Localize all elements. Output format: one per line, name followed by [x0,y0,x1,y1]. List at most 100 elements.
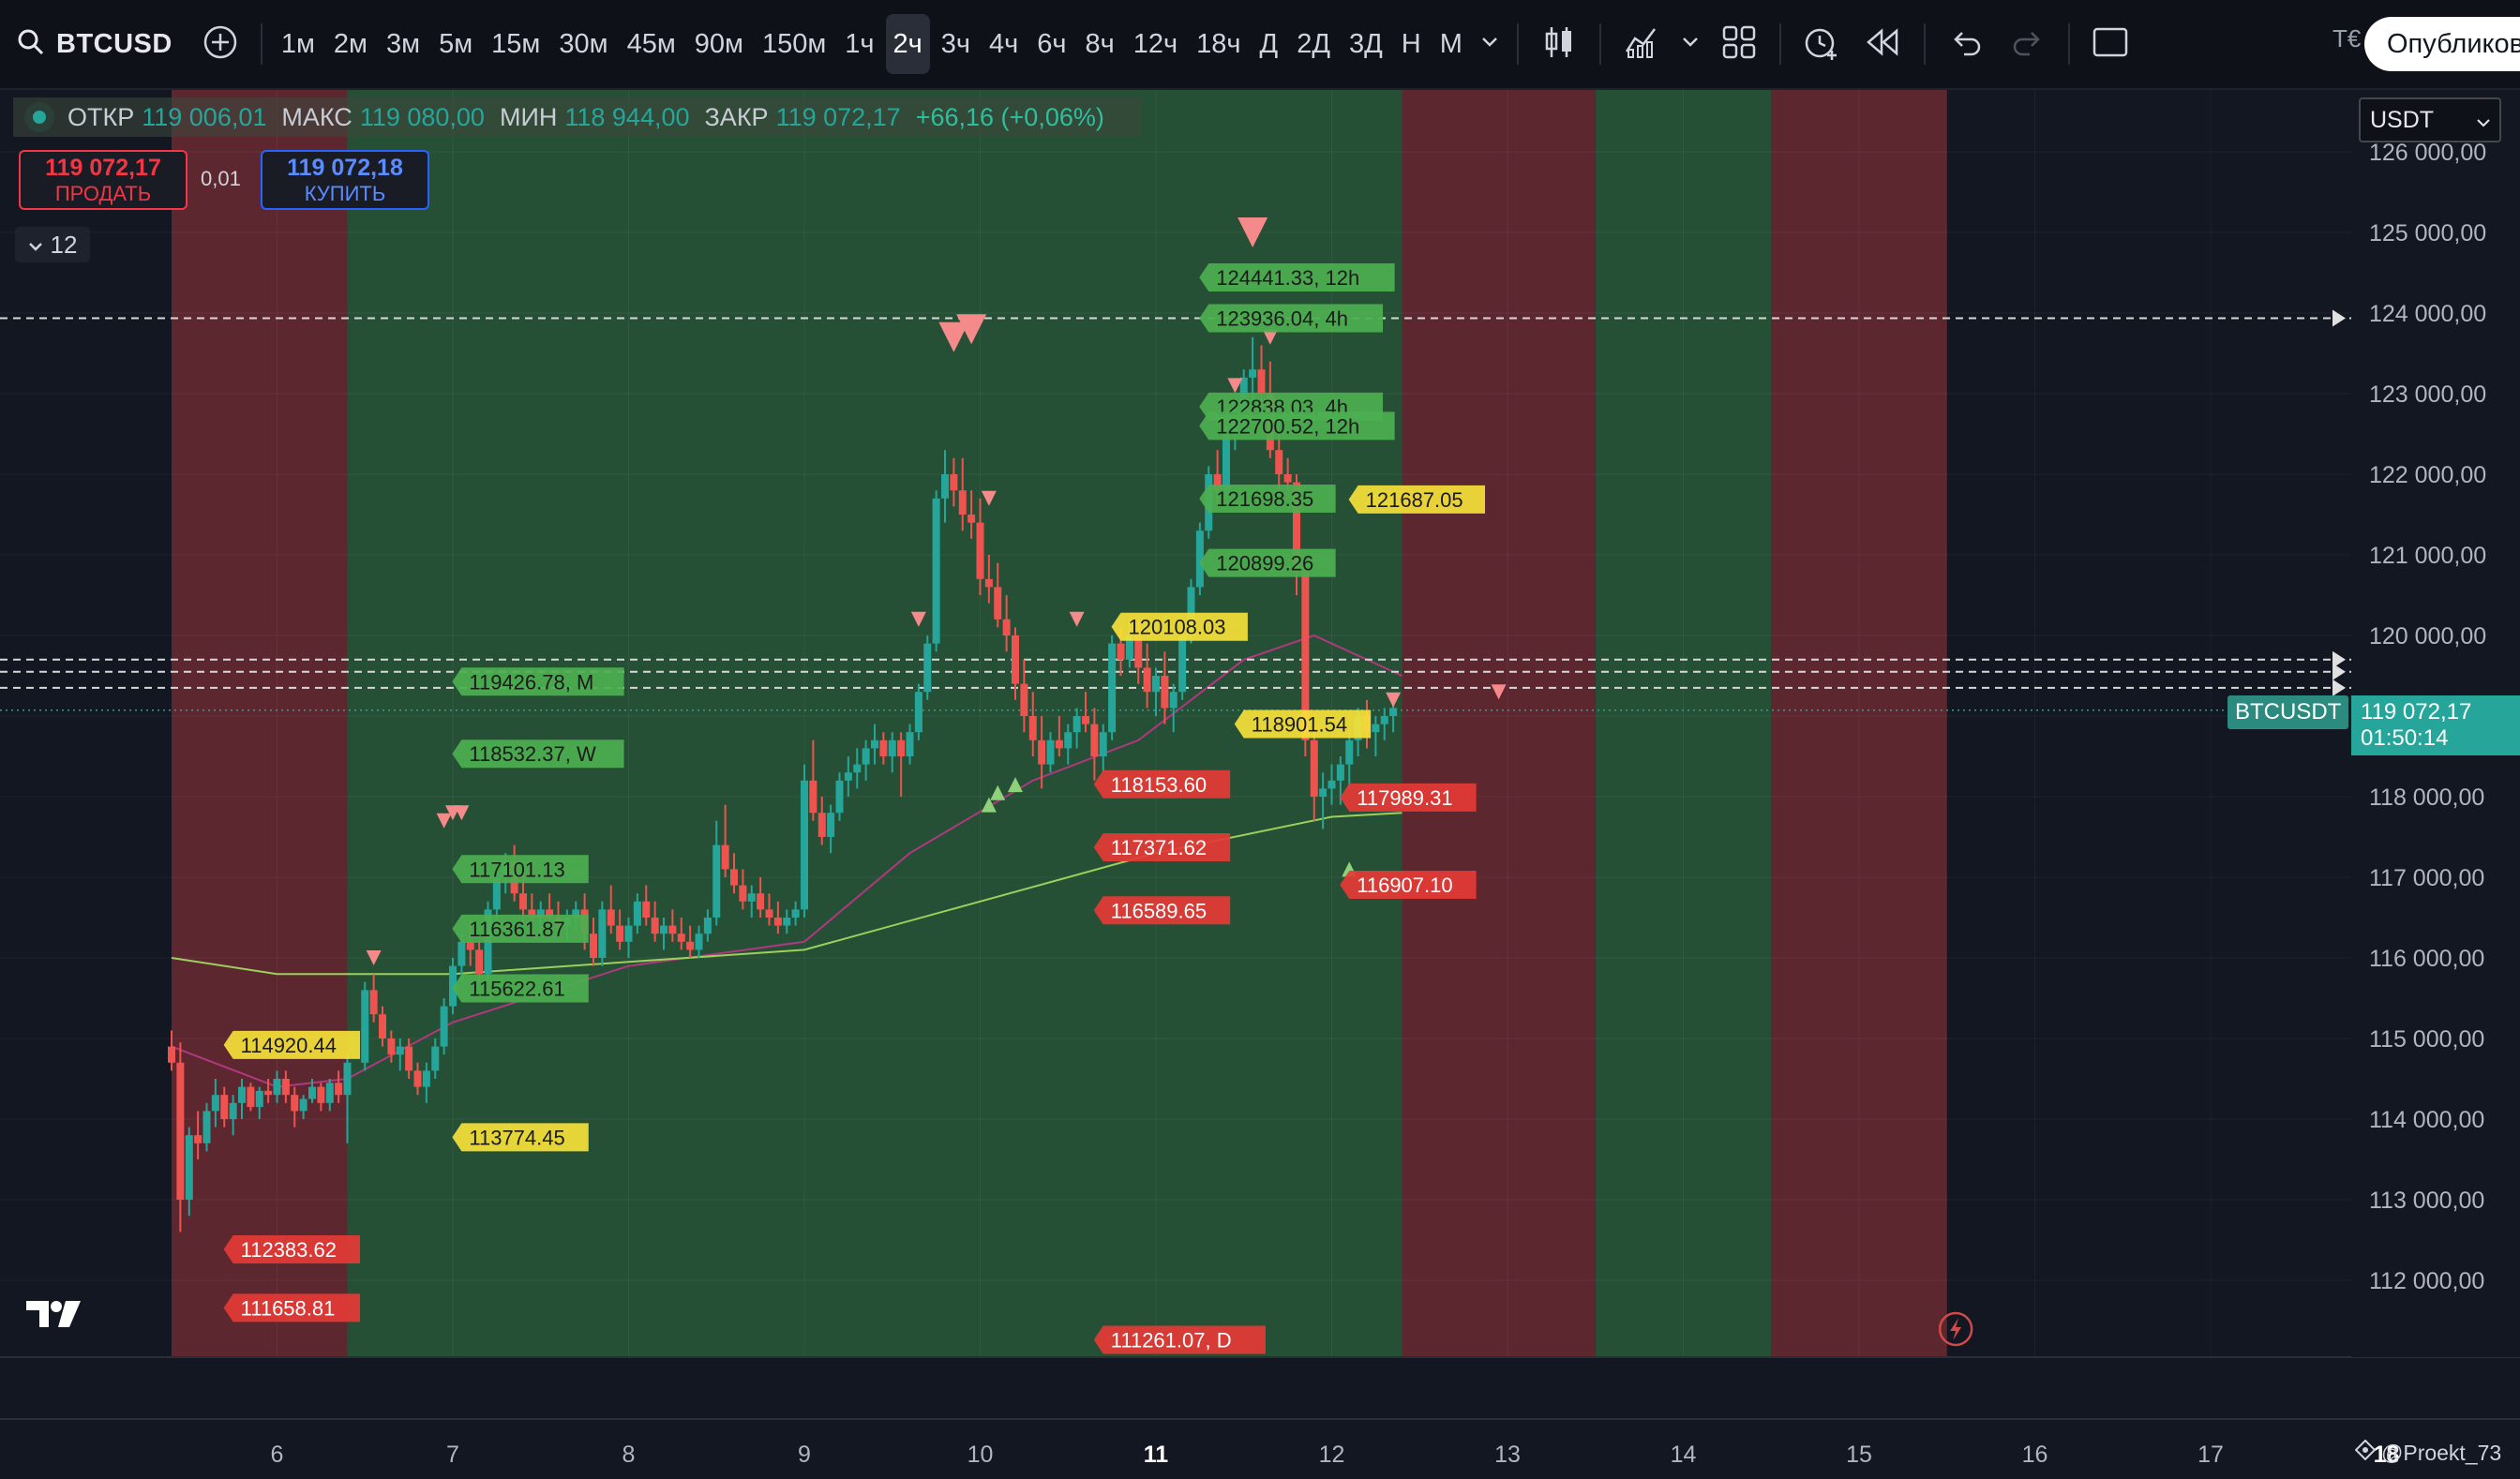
interval-11-button[interactable]: 3ч [940,28,971,59]
interval-13-button[interactable]: 6ч [1037,28,1067,59]
interval-21-button[interactable]: М [1439,28,1462,59]
level-label-box [1093,769,1231,799]
quote-currency-select[interactable]: USDT [2359,97,2501,142]
price-axis-label: 123 000,00 [2369,381,2486,408]
level-label-box [452,740,624,769]
ticker-tag: BTCUSDT [2228,695,2349,729]
candle-body [968,515,976,523]
sell-price: 119 072,17 [45,154,161,181]
sell-signal-marker [1069,611,1085,627]
interval-17-button[interactable]: Д [1259,28,1279,59]
level-label-box [452,1123,589,1152]
alarm-clock-icon [1802,22,1841,67]
interval-1-button[interactable]: 2м [333,28,368,59]
candle-body [325,1083,334,1103]
candle-body [475,949,484,975]
interval-3-button[interactable]: 5м [439,28,473,59]
candle-body [1345,740,1354,765]
layout-button[interactable] [2083,14,2138,74]
interval-9-button[interactable]: 1ч [845,28,875,59]
indicators-dropdown-button[interactable] [1676,14,1704,74]
interval-10-button[interactable]: 2ч [885,14,930,74]
price-axis-label: 120 000,00 [2369,623,2486,650]
candle-body [712,844,721,918]
sell-signal-marker [956,314,987,345]
symbol-name: BTCUSD [56,28,172,59]
templates-button[interactable] [1712,14,1766,74]
interval-0-button[interactable]: 1м [280,28,315,59]
price-axis-label: 112 000,00 [2369,1268,2484,1294]
candle-body [827,813,835,837]
interval-20-button[interactable]: Н [1401,28,1421,59]
level-label-text: 118153.60 [1111,773,1207,797]
candle-body [168,1046,175,1063]
tradingview-logo[interactable] [24,1297,84,1336]
candle-body [932,498,940,644]
candle-body [1310,740,1318,797]
interval-15-button[interactable]: 12ч [1132,28,1178,59]
replay-button[interactable] [1856,14,1911,74]
redo-button[interactable] [2001,14,2055,74]
level-label-box [1234,710,1372,739]
sell-button[interactable]: 119 072,17 ПРОДАТЬ [19,150,188,210]
candle-body [492,877,501,910]
interval-6-button[interactable]: 45м [626,28,676,59]
intervals-dropdown-button[interactable] [1476,14,1504,74]
interval-19-button[interactable]: 3Д [1348,28,1383,59]
candle-body [844,772,852,781]
level-label-box [452,855,589,884]
candle-body [598,909,607,958]
candle-body [1372,724,1380,733]
candle-body [721,844,729,870]
time-axis-label: 8 [622,1442,636,1468]
candle-body [1195,530,1204,588]
candle-body [202,1111,211,1143]
market-status-dot[interactable] [24,102,54,132]
symbol-search[interactable]: BTCUSD [0,11,189,77]
buy-button[interactable]: 119 072,18 КУПИТЬ [261,150,429,210]
candle-body [730,869,738,886]
signal-markers [366,217,1507,965]
redo-icon [2011,28,2045,61]
author-signature: @Proekt_73 [2354,1439,2501,1466]
interval-18-button[interactable]: 2Д [1297,28,1330,59]
indicators-collapse-toggle[interactable]: 12 [15,227,90,262]
candle-body [1072,716,1081,733]
interval-4-button[interactable]: 15м [491,28,541,59]
toolbar-divider [1923,23,1926,65]
interval-16-button[interactable]: 18ч [1196,28,1241,59]
chevron-down-icon [28,231,43,260]
candle-body [773,918,782,926]
time-axis-label: 9 [798,1442,811,1468]
level-label-box [1199,304,1384,333]
interval-5-button[interactable]: 30м [559,28,608,59]
candle-body [642,901,651,918]
candle-body [528,909,536,918]
candle-body [176,1062,185,1200]
undo-button[interactable] [1939,14,1993,74]
interval-7-button[interactable]: 90м [694,28,743,59]
compare-add-button[interactable] [193,14,248,74]
candles-icon [1543,23,1575,66]
buy-signal-marker [981,797,997,813]
interval-8-button[interactable]: 150м [761,28,827,59]
indicators-button[interactable] [1614,14,1669,74]
chart-type-button[interactable] [1532,14,1586,74]
chart-area[interactable]: 124441.33, 12h 123936.04, 4h 122838.03, 4h… [0,90,2520,1479]
candle-body [686,941,695,950]
candle-body [607,909,615,926]
alert-button[interactable] [1794,14,1849,74]
add-circle-icon [202,23,239,66]
interval-2-button[interactable]: 3м [386,28,421,59]
high-label: МАКС [281,102,352,131]
buy-signal-marker [1008,777,1023,793]
session-band [1595,90,1772,1357]
indicators-icon [1623,23,1660,66]
publish-button[interactable]: Опубликов [2364,17,2520,71]
interval-12-button[interactable]: 4ч [989,28,1019,59]
candle-body [264,1090,273,1096]
candle-body [546,909,554,918]
level-label-text: 123936.04, 4h [1216,307,1348,331]
interval-14-button[interactable]: 8ч [1085,28,1115,59]
